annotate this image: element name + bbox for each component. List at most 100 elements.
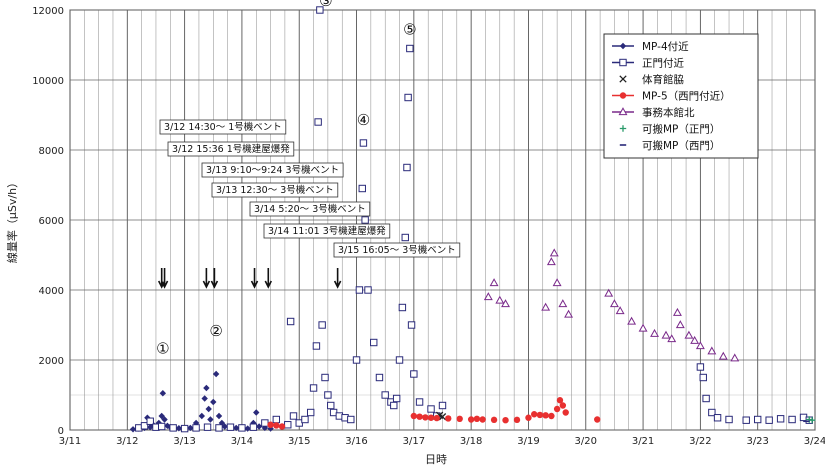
data-point [456,415,463,422]
data-point [169,424,177,432]
legend-item: MP-5（西門付近） [612,90,731,103]
data-point [638,323,648,332]
data-point [696,363,705,371]
data-point [619,92,627,99]
x-axis-title: 日時 [425,453,447,466]
legend-item: 可搬MP（西門） [619,139,720,152]
data-point [699,373,707,382]
data-point [352,356,361,364]
data-point [690,335,700,344]
annotation-box [249,201,371,217]
data-point [501,299,510,308]
data-point [253,409,260,416]
data-point [467,416,475,423]
x-tick-label: 3/11 [59,436,81,447]
x-tick-label: 3/19 [517,436,539,447]
data-point [226,423,235,431]
data-point [776,415,785,423]
annotation-label: 3/12 14:30～ 1号機ベント [164,121,282,133]
y-axis-title: 線量率（μSv/h） [5,177,19,263]
data-point [232,424,240,432]
annotation-box [333,242,461,258]
data-point [161,416,168,423]
data-point [536,411,544,419]
data-point [619,42,627,50]
circled-marker: ③ [319,0,332,10]
y-tick-label: 4000 [39,286,64,297]
data-point [422,414,429,421]
annotation-box [263,223,391,239]
data-point [192,424,200,432]
data-point [667,334,677,343]
annotation-label: 3/15 16:05～ 3号機ベント [338,244,456,256]
data-point [438,413,447,421]
data-point [407,321,416,329]
circled-marker: ④ [357,111,370,129]
legend-item: MP-4付近 [612,40,689,53]
data-point [415,398,424,406]
data-point [619,58,627,67]
x-tick-label: 3/21 [632,436,654,447]
series-1 [135,6,813,433]
legend-item: 正門付近 [612,57,684,70]
circled-marker: ① [156,339,169,357]
legend-label: 正門付近 [642,57,684,70]
data-point [609,299,619,308]
data-point [433,414,440,422]
data-point [427,414,435,421]
data-point [249,423,258,431]
data-point [661,330,671,339]
data-point [395,356,404,364]
data-point [427,405,435,413]
data-point [215,424,223,432]
data-point [549,248,559,257]
y-tick-label: 10000 [32,76,64,87]
data-point [615,306,625,315]
x-tick-label: 3/14 [231,436,253,447]
data-point [445,415,452,422]
data-point [713,414,722,422]
data-point [289,412,298,420]
data-point [410,412,418,420]
data-point [398,303,407,312]
data-point [730,353,740,362]
data-point [558,299,568,308]
data-point [218,419,226,427]
annotation-7: 3/15 16:05～ 3号機ベント [333,242,461,289]
data-point [203,384,210,392]
data-point [255,423,263,430]
data-point [742,416,750,424]
data-point [675,320,685,329]
circled-marker: ⑤ [403,21,416,39]
legend-label: 可搬MP（正門） [642,123,720,136]
data-point [541,302,551,311]
data-point [146,417,154,425]
data-point [370,338,378,347]
data-point [284,421,292,429]
annotation-3: 3/13 9:10～9:24 3号機ベント [201,162,344,289]
data-point [364,286,372,294]
data-point [392,394,401,403]
legend-label: 事務本館北 [642,106,695,119]
x-tick-label: 3/20 [575,436,597,447]
data-point [410,370,418,378]
data-point [479,416,486,423]
data-point [502,417,509,424]
data-point [180,424,189,433]
data-point [552,278,562,287]
data-point [562,409,569,416]
data-point [159,390,167,397]
data-point [361,216,369,224]
data-point [542,412,549,419]
axes: 0 2000 4000 6000 8000 10000 12000 3/11 3/12 3/13 3… [32,6,825,447]
x-tick-label: 3/17 [403,436,425,447]
data-point [650,328,659,337]
data-point [312,342,321,350]
circled-marker: ② [209,322,222,340]
annotation-4: 3/13 12:30～ 3号機ベント [210,182,339,289]
data-point [619,75,627,83]
annotation-label: 3/13 12:30～ 3号機ベント [216,184,334,196]
x-tick-label: 3/22 [689,436,711,447]
